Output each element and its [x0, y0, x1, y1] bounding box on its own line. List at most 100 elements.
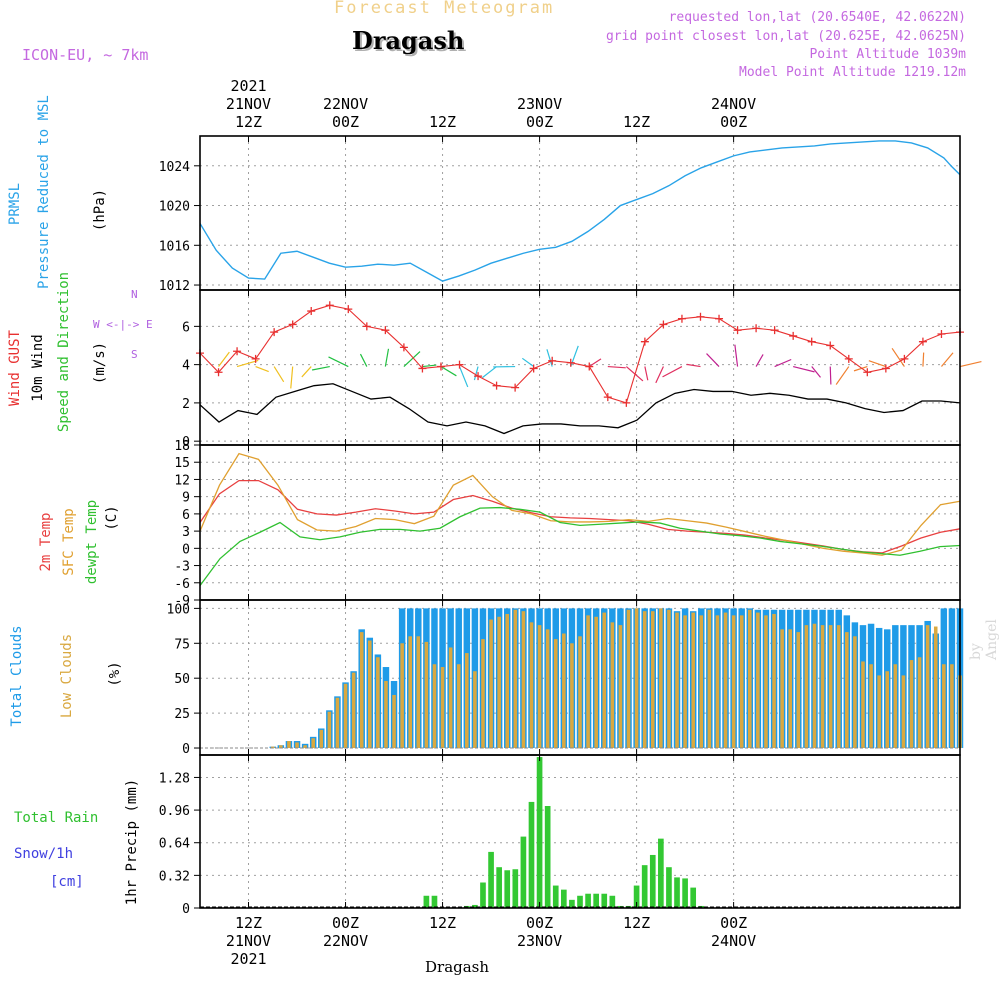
- requested-coords: requested lon,lat (20.6540E, 42.0622N): [668, 10, 966, 25]
- low-cloud-bar: [812, 623, 817, 749]
- compass-north: N: [131, 288, 138, 301]
- wind-arrow: [482, 366, 497, 379]
- low-cloud-bar: [586, 615, 590, 749]
- gust-marker: [325, 301, 334, 310]
- wind-arrow: [301, 366, 312, 378]
- wind-arrow: [384, 348, 390, 367]
- low-cloud-bar: [820, 625, 825, 749]
- y-tick-label: 0: [182, 435, 190, 450]
- gust-marker: [233, 347, 242, 356]
- bottom-axis-hour: 00Z: [526, 914, 553, 932]
- wind-arrow: [891, 347, 905, 367]
- low-cloud-bar: [675, 612, 679, 749]
- low-cloud-bar: [683, 615, 687, 749]
- gust-marker: [752, 324, 761, 333]
- point-altitude: Point Altitude 1039m: [809, 47, 966, 62]
- low-cloud-bar: [351, 672, 356, 749]
- low-cloud-bar: [456, 664, 461, 749]
- t2m-line: [199, 479, 961, 554]
- low-cloud-bar: [287, 741, 291, 749]
- gust-marker: [399, 343, 408, 352]
- low-cloud-bar: [877, 675, 881, 749]
- bottom-axis-hour: 12Z: [235, 914, 262, 932]
- low-cloud-bar: [610, 622, 615, 749]
- gust-marker: [307, 307, 316, 316]
- wind-arrow: [273, 366, 285, 383]
- low-cloud-bar: [270, 746, 275, 749]
- y-tick-label: 0.96: [159, 804, 190, 819]
- low-cloud-bar: [489, 619, 493, 749]
- low-cloud-bar: [650, 611, 655, 749]
- precip-bar: [649, 854, 656, 908]
- top-axis-hour: 00Z: [720, 113, 747, 131]
- wind-arrow: [774, 358, 792, 368]
- gust-marker: [789, 331, 798, 340]
- low-cloud-bar: [392, 694, 396, 749]
- wind-arrow: [403, 351, 421, 367]
- precip-bar: [544, 806, 551, 908]
- gust-marker: [640, 337, 649, 346]
- gust-marker: [548, 356, 557, 365]
- low-cloud-bar: [950, 664, 954, 749]
- low-cloud-bar: [440, 667, 445, 749]
- low-cloud-bar: [756, 612, 760, 749]
- precip-bar: [496, 867, 502, 908]
- model-altitude: Model Point Altitude 1219.12m: [739, 65, 966, 80]
- low-cloud-bar: [901, 675, 906, 749]
- compass-we: W <-|-> E: [93, 318, 153, 331]
- top-axis-hour: 12Z: [623, 113, 650, 131]
- gust-marker: [659, 320, 668, 329]
- low-cloud-bar: [788, 629, 792, 749]
- low-cloud-bar: [739, 615, 744, 749]
- y-tick-label: 9: [182, 491, 190, 506]
- low-cloud-bar: [513, 609, 518, 749]
- low-cloud-bar: [933, 626, 938, 749]
- wind-arrow: [546, 349, 553, 367]
- y-tick-label: 0: [182, 542, 190, 557]
- low-cloud-bar: [917, 657, 922, 749]
- low-cloud-bar: [667, 609, 671, 749]
- gust-marker: [474, 372, 483, 381]
- low-cloud-bar: [731, 615, 736, 749]
- wind-arrow: [734, 344, 739, 367]
- gust-marker: [455, 360, 464, 369]
- low-cloud-bar: [465, 653, 469, 749]
- y-tick-label: 0: [182, 742, 190, 757]
- y-tick-label: 2: [182, 397, 190, 412]
- low-cloud-bar: [376, 657, 380, 749]
- low-cloud-bar: [448, 647, 453, 749]
- wind-arrow: [811, 366, 821, 378]
- gust-marker: [436, 362, 445, 371]
- low-cloud-bar: [400, 643, 404, 749]
- low-cloud-bar: [529, 622, 534, 749]
- precip-bar: [601, 893, 608, 908]
- wind-arrow: [328, 356, 349, 368]
- low-cloud-bar: [473, 671, 477, 749]
- bottom-axis-hour: 12Z: [429, 914, 456, 932]
- wind-arrow: [829, 366, 832, 385]
- precip-bar: [682, 878, 688, 908]
- low-cloud-bar: [885, 671, 890, 749]
- gust-marker: [733, 326, 742, 335]
- precip-bar: [480, 882, 486, 908]
- precip-bar: [561, 889, 567, 908]
- wind-arrow: [218, 351, 230, 367]
- precip-bar: [536, 757, 543, 908]
- gust-marker: [826, 341, 835, 350]
- wind-arrow: [255, 365, 269, 373]
- low-cloud-bar: [845, 632, 849, 749]
- panel-frame: [199, 135, 961, 291]
- snow-unit: [cm]: [50, 874, 84, 890]
- low-cloud-bar: [416, 636, 421, 749]
- gust-marker: [362, 322, 371, 331]
- low-cloud-bar: [570, 643, 574, 749]
- low-cloud-bar: [772, 613, 776, 749]
- bottom-axis-year: 2021: [230, 950, 266, 968]
- low-cloud-bar: [796, 632, 801, 749]
- gust-marker: [696, 312, 705, 321]
- precip-bar: [423, 895, 430, 908]
- snow-label: Snow/1h: [14, 846, 74, 862]
- bottom-axis-hour: 12Z: [623, 914, 650, 932]
- wind-arrow: [793, 365, 815, 373]
